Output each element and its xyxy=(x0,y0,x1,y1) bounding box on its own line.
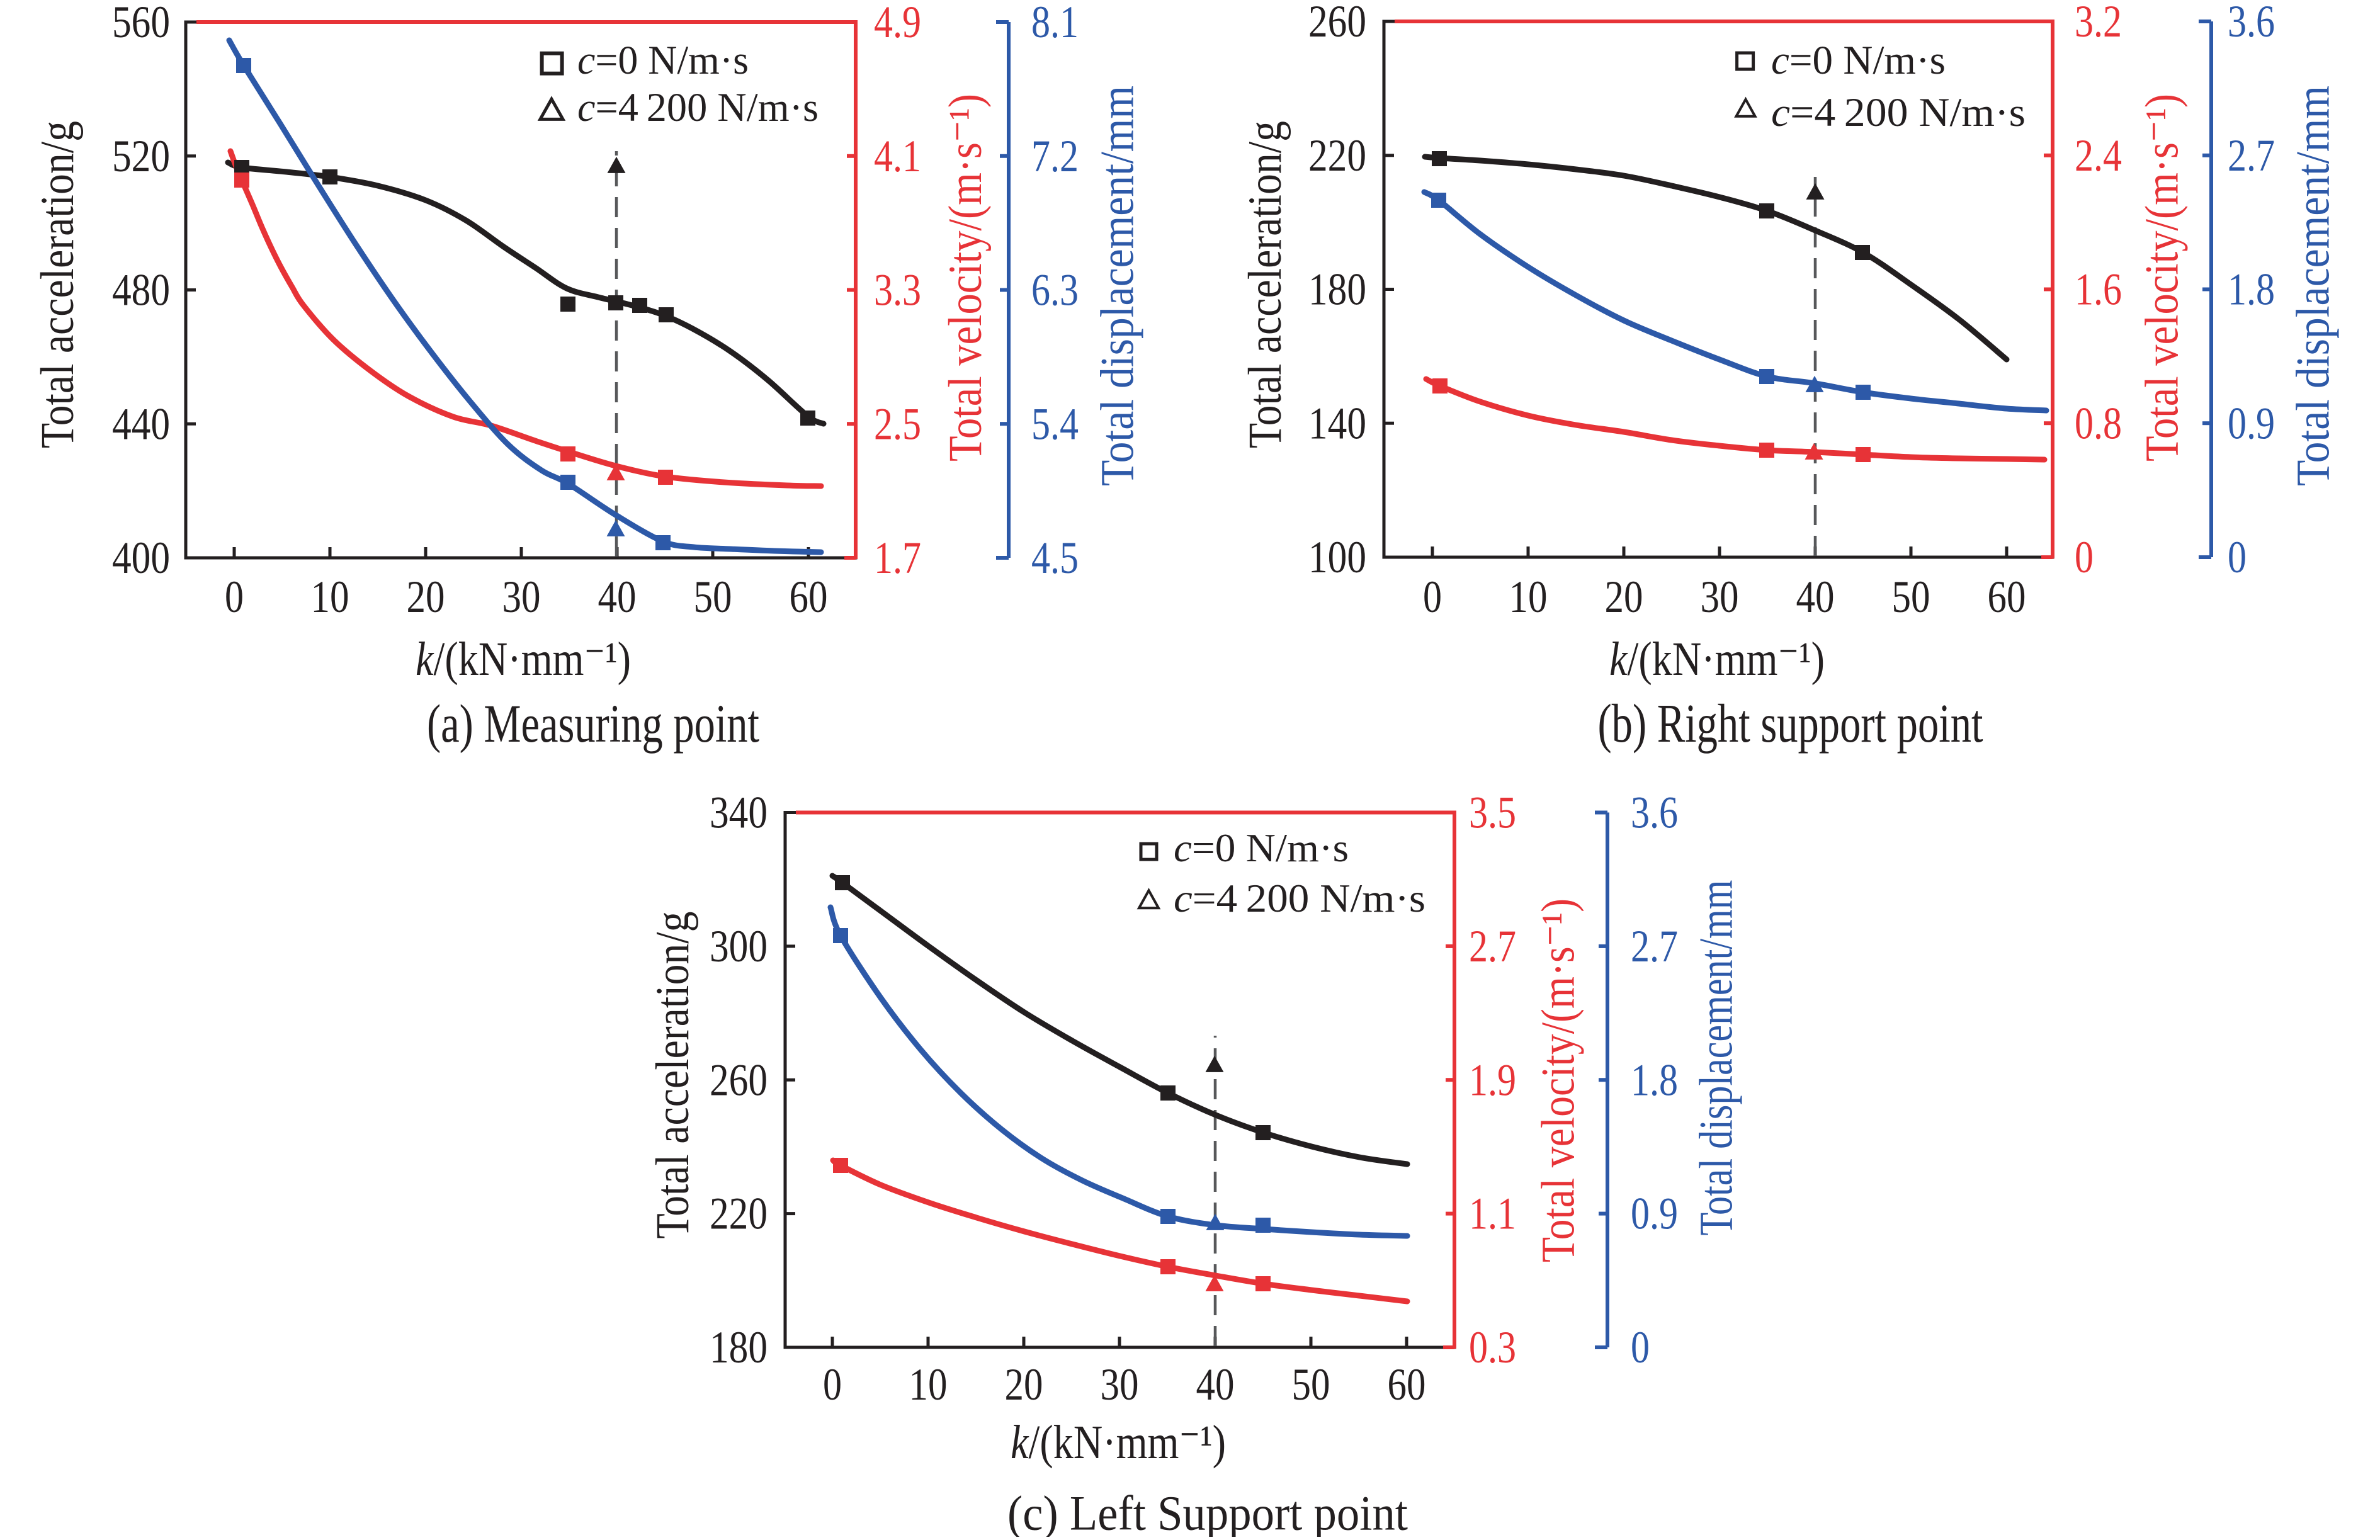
svg-text:50: 50 xyxy=(1892,572,1930,622)
svg-text:2.4: 2.4 xyxy=(2075,130,2122,181)
svg-text:300: 300 xyxy=(710,921,768,971)
svg-text:Total velocity/(m·s⁻¹): Total velocity/(m·s⁻¹) xyxy=(1533,898,1585,1262)
svg-text:Total displacement/mm: Total displacement/mm xyxy=(1092,86,1144,486)
svg-text:0: 0 xyxy=(225,572,244,622)
svg-text:260: 260 xyxy=(710,1055,768,1105)
svg-text:400: 400 xyxy=(112,533,170,583)
svg-text:480: 480 xyxy=(112,265,170,315)
svg-text:0.9: 0.9 xyxy=(2228,398,2275,448)
svg-text:2.5: 2.5 xyxy=(874,399,921,449)
svg-text:30: 30 xyxy=(1701,572,1739,622)
svg-text:3.3: 3.3 xyxy=(874,265,921,315)
svg-text:20: 20 xyxy=(1005,1359,1043,1410)
svg-text:0: 0 xyxy=(2075,532,2094,582)
svg-text:1.8: 1.8 xyxy=(2228,264,2275,315)
svg-text:0.9: 0.9 xyxy=(1631,1189,1678,1239)
svg-text:180: 180 xyxy=(1308,264,1366,315)
svg-text:7.2: 7.2 xyxy=(1031,131,1079,181)
svg-text:2.7: 2.7 xyxy=(1631,921,1678,971)
svg-text:Total acceleration/g: Total acceleration/g xyxy=(1239,121,1291,448)
svg-text:3.6: 3.6 xyxy=(2228,0,2275,47)
svg-text:3.6: 3.6 xyxy=(1631,788,1678,838)
svg-text:3.2: 3.2 xyxy=(2075,0,2122,47)
svg-text:c=0 N/m·s: c=0 N/m·s xyxy=(1771,38,1946,83)
svg-text:Total velocity/(m·s⁻¹): Total velocity/(m·s⁻¹) xyxy=(2136,94,2189,461)
svg-text:60: 60 xyxy=(1388,1359,1426,1410)
svg-text:40: 40 xyxy=(1196,1359,1235,1410)
svg-text:140: 140 xyxy=(1308,398,1366,448)
svg-text:(a) Measuring point: (a) Measuring point xyxy=(427,693,759,754)
svg-text:5.4: 5.4 xyxy=(1031,399,1079,449)
svg-text:1.1: 1.1 xyxy=(1469,1189,1516,1239)
svg-text:k/(kN·mm⁻¹): k/(kN·mm⁻¹) xyxy=(1011,1416,1226,1469)
svg-text:10: 10 xyxy=(311,572,349,622)
svg-text:4.5: 4.5 xyxy=(1031,533,1079,583)
svg-text:560: 560 xyxy=(112,0,170,47)
svg-text:0.8: 0.8 xyxy=(2075,398,2122,448)
svg-text:0.3: 0.3 xyxy=(1469,1322,1516,1373)
svg-text:3.5: 3.5 xyxy=(1469,788,1516,838)
svg-text:c=4 200 N/m·s: c=4 200 N/m·s xyxy=(1771,90,2026,135)
svg-text:40: 40 xyxy=(1796,572,1835,622)
svg-text:100: 100 xyxy=(1308,532,1366,582)
svg-text:c=0 N/m·s: c=0 N/m·s xyxy=(1174,826,1349,870)
svg-text:180: 180 xyxy=(710,1322,768,1373)
svg-text:1.6: 1.6 xyxy=(2075,264,2122,315)
svg-text:(b) Right support point: (b) Right support point xyxy=(1598,693,1983,754)
svg-text:50: 50 xyxy=(694,572,732,622)
svg-text:340: 340 xyxy=(710,788,768,838)
svg-text:520: 520 xyxy=(112,131,170,181)
svg-text:260: 260 xyxy=(1308,0,1366,47)
svg-text:k/(kN·mm⁻¹): k/(kN·mm⁻¹) xyxy=(1609,633,1825,686)
svg-text:10: 10 xyxy=(909,1359,948,1410)
svg-text:30: 30 xyxy=(1101,1359,1139,1410)
svg-text:220: 220 xyxy=(1308,130,1366,181)
svg-text:Total velocity/(m·s⁻¹): Total velocity/(m·s⁻¹) xyxy=(939,94,992,461)
svg-text:1.8: 1.8 xyxy=(1631,1055,1678,1105)
svg-text:40: 40 xyxy=(598,572,637,622)
svg-text:6.3: 6.3 xyxy=(1031,265,1079,315)
svg-text:4.1: 4.1 xyxy=(874,131,921,181)
svg-text:20: 20 xyxy=(407,572,445,622)
svg-text:30: 30 xyxy=(502,572,541,622)
svg-text:1.9: 1.9 xyxy=(1469,1055,1516,1105)
svg-text:20: 20 xyxy=(1605,572,1643,622)
svg-text:60: 60 xyxy=(1988,572,2026,622)
svg-text:0: 0 xyxy=(1631,1322,1650,1373)
svg-text:c=4 200 N/m·s: c=4 200 N/m·s xyxy=(577,85,819,130)
svg-text:60: 60 xyxy=(790,572,828,622)
svg-text:50: 50 xyxy=(1292,1359,1330,1410)
svg-text:2.7: 2.7 xyxy=(1469,921,1516,971)
svg-text:Total displacement/mm: Total displacement/mm xyxy=(1691,880,1743,1236)
svg-text:k/(kN·mm⁻¹): k/(kN·mm⁻¹) xyxy=(416,633,631,686)
svg-text:0: 0 xyxy=(1423,572,1442,622)
svg-text:8.1: 8.1 xyxy=(1031,0,1079,47)
svg-text:0: 0 xyxy=(823,1359,842,1410)
svg-text:4.9: 4.9 xyxy=(874,0,921,47)
svg-text:Total acceleration/g: Total acceleration/g xyxy=(647,912,699,1239)
svg-text:2.7: 2.7 xyxy=(2228,130,2275,181)
svg-text:(c) Left Support point: (c) Left Support point xyxy=(1007,1486,1408,1537)
svg-text:c=0 N/m·s: c=0 N/m·s xyxy=(577,38,749,83)
svg-text:Total acceleration/g: Total acceleration/g xyxy=(31,121,84,448)
svg-text:10: 10 xyxy=(1509,572,1548,622)
svg-text:Total displacement/mm: Total displacement/mm xyxy=(2287,86,2340,486)
svg-text:0: 0 xyxy=(2228,532,2247,582)
svg-text:440: 440 xyxy=(112,399,170,449)
svg-text:1.7: 1.7 xyxy=(874,533,921,583)
svg-text:c=4 200 N/m·s: c=4 200 N/m·s xyxy=(1174,876,1425,920)
svg-text:220: 220 xyxy=(710,1189,768,1239)
